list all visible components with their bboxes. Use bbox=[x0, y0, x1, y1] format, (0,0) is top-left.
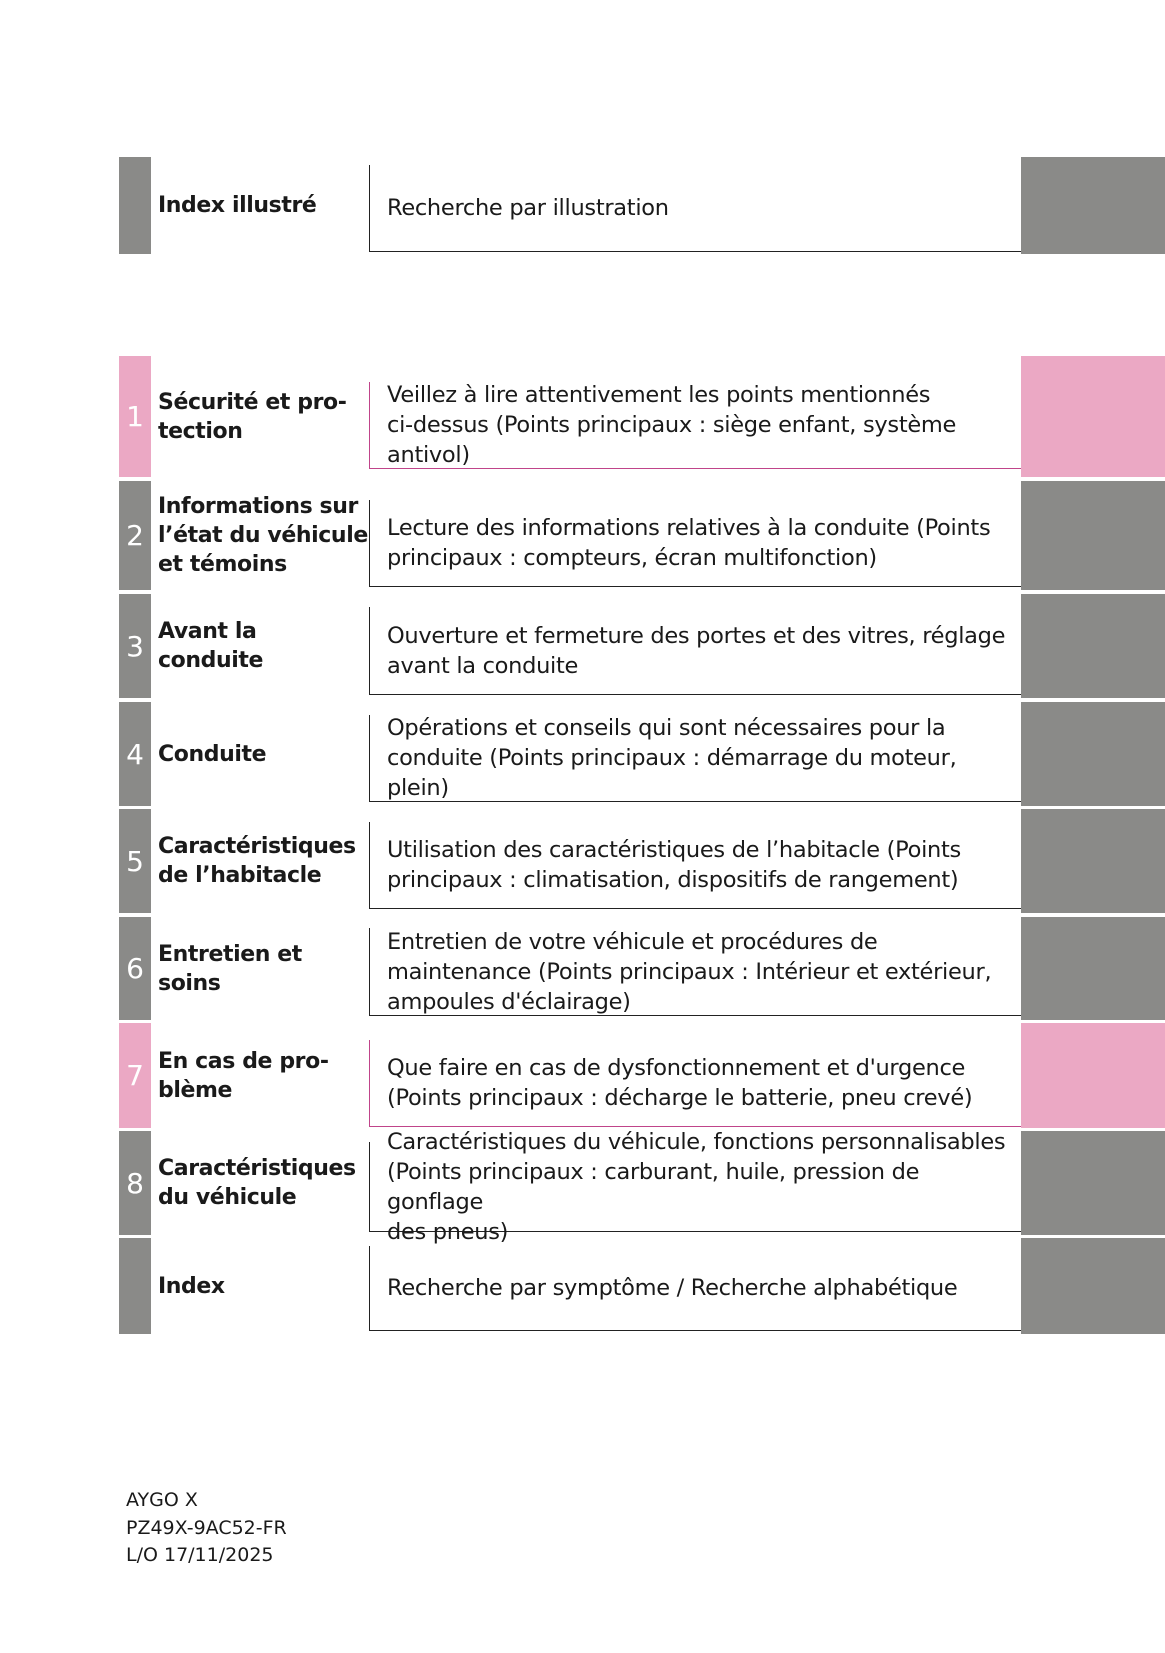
section-tab bbox=[1021, 594, 1165, 698]
section-number: 2 bbox=[126, 519, 144, 552]
section-tab bbox=[1021, 809, 1165, 913]
section-number: 8 bbox=[126, 1166, 144, 1200]
section-title: Index bbox=[158, 1273, 225, 1299]
section-tab bbox=[1021, 1238, 1165, 1334]
section-title: Sécurité et pro- tection bbox=[158, 389, 347, 444]
section-number: 7 bbox=[126, 1059, 144, 1092]
section-tab bbox=[1021, 702, 1165, 806]
section-tab bbox=[1021, 356, 1165, 477]
section-title: Caractéristiques de l’habitacle bbox=[158, 834, 356, 888]
section-description: Utilisation des caractéristiques de l’ha… bbox=[369, 822, 1021, 909]
section-number: 3 bbox=[126, 629, 144, 663]
section-description: Lecture des informations relatives à la … bbox=[369, 500, 1021, 587]
section-number: 6 bbox=[126, 952, 144, 985]
section-bar bbox=[119, 702, 151, 806]
section-bar bbox=[119, 809, 151, 913]
section-description: Entretien de votre véhicule et procédure… bbox=[369, 928, 1021, 1016]
section-bar bbox=[119, 917, 151, 1020]
section-tab bbox=[1021, 157, 1165, 254]
section-tab bbox=[1021, 917, 1165, 1020]
section-bar bbox=[119, 356, 151, 477]
section-description: Recherche par illustration bbox=[369, 165, 1021, 252]
section-number: 5 bbox=[126, 844, 144, 878]
section-bar bbox=[119, 1131, 151, 1235]
section-tab bbox=[1021, 1023, 1165, 1128]
section-title: Index illustré bbox=[158, 193, 317, 218]
footer-line: AYGO X bbox=[126, 1489, 198, 1511]
section-bar bbox=[119, 481, 151, 590]
section-title: Informations sur l’état du véhicule et t… bbox=[158, 494, 368, 577]
section-title: Caractéristiques du véhicule bbox=[158, 1156, 356, 1210]
section-bar bbox=[119, 157, 151, 254]
section-tab bbox=[1021, 1131, 1165, 1235]
section-title: En cas de pro- blème bbox=[158, 1048, 329, 1103]
footer-line: PZ49X-9AC52-FR bbox=[126, 1516, 287, 1539]
section-bar bbox=[119, 1238, 151, 1334]
section-number: 1 bbox=[126, 400, 144, 433]
section-number: 4 bbox=[126, 737, 144, 771]
footer-line: L/O 17/11/2025 bbox=[126, 1544, 274, 1566]
section-title: Conduite bbox=[158, 741, 267, 767]
footer: AYGO X PZ49X-9AC52-FR L/O 17/11/2025 bbox=[126, 1487, 287, 1570]
section-description: Caractéristiques du véhicule, fonctions … bbox=[369, 1129, 1021, 1245]
section-description: Ouverture et fermeture des portes et des… bbox=[369, 607, 1021, 695]
section-description: Veillez à lire attentivement les points … bbox=[369, 382, 1021, 469]
section-bar bbox=[119, 1023, 151, 1128]
section-tab bbox=[1021, 481, 1165, 590]
section-description: Recherche par symptôme / Recherche alpha… bbox=[369, 1246, 1021, 1331]
section-title: Avant la conduite bbox=[158, 619, 264, 673]
section-description: Opérations et conseils qui sont nécessai… bbox=[369, 715, 1021, 802]
section-title: Entretien et soins bbox=[158, 941, 302, 996]
section-bar bbox=[119, 594, 151, 698]
section-description: Que faire en cas de dysfonctionnement et… bbox=[369, 1040, 1021, 1127]
